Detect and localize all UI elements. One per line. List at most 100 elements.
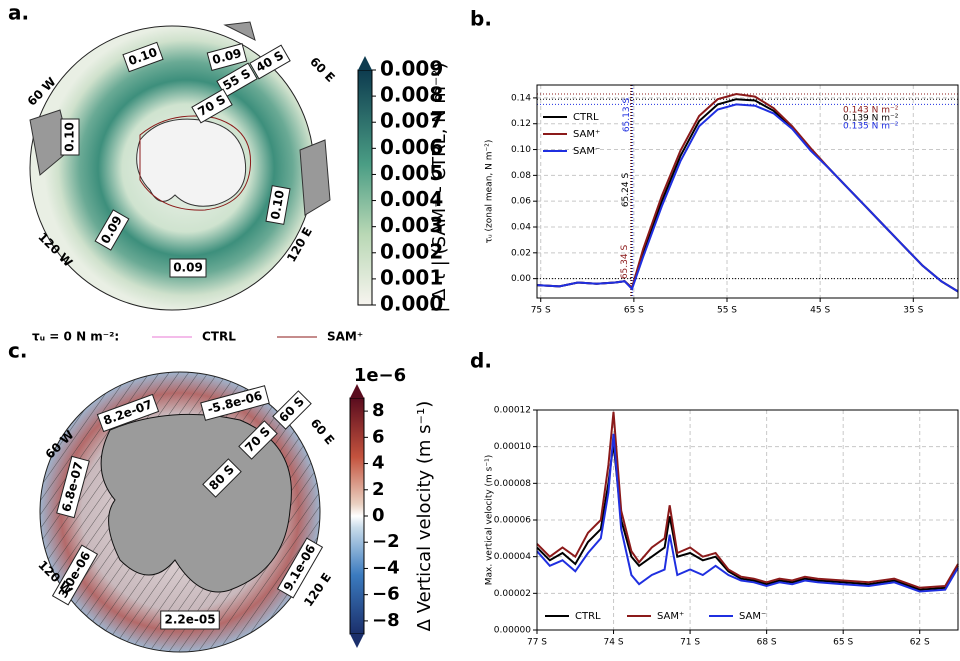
colorbar-tick-label: 0.006 (380, 135, 443, 159)
colorbar-label: Δ Vertical velocity (m s⁻¹) (414, 401, 435, 632)
y-tick-label: 0.06 (511, 197, 531, 207)
series-line (536, 442, 959, 591)
reference-label: 0.135 N m⁻² (843, 122, 899, 132)
legend-label: SAM⁺ (657, 611, 684, 622)
colorbar-tick-label: 0 (372, 505, 385, 526)
y-tick-label: 0.00010 (494, 442, 531, 452)
map-label-text: 2.2e-05 (164, 613, 215, 627)
panel-label: d. (470, 349, 492, 373)
legend-title: τᵤ = 0 N m⁻²: (32, 330, 119, 344)
y-tick-label: 0.14 (511, 93, 531, 103)
label-box (206, 43, 248, 71)
map-label: 60 E (307, 54, 337, 84)
map-label-text: 0.09 (173, 261, 203, 275)
legend-label: SAM⁻ (573, 146, 600, 157)
x-tick-label: 65 S (833, 638, 853, 648)
panel-label: b. (470, 7, 492, 31)
colorbar-tick-label: 0.001 (380, 265, 443, 289)
colorbar-tick-label: −6 (372, 584, 400, 605)
label-box (276, 537, 324, 599)
colorbar-tick-label: 4 (372, 453, 385, 474)
map-label: 0.10 (60, 118, 80, 156)
map-label: 0.10 (122, 41, 164, 73)
colorbar-tick-label: −2 (372, 531, 400, 552)
reference-label: 65.13 S (622, 98, 632, 133)
x-tick-label: 77 S (527, 638, 547, 648)
y-tick-label: 0.10 (511, 145, 531, 155)
series-line (536, 433, 959, 593)
label-box (216, 62, 258, 98)
y-tick-label: 0.12 (511, 119, 531, 129)
label-box (249, 44, 291, 80)
x-tick-label: 45 S (810, 306, 830, 316)
label-box (56, 455, 90, 519)
map-label-text: 0.10 (63, 122, 77, 152)
panel-label: c. (8, 339, 27, 363)
label-box (169, 258, 207, 278)
legend-label: CTRL (573, 112, 599, 123)
axes-frame (536, 409, 959, 631)
colorbar-extend (358, 56, 372, 70)
contour-line (139, 115, 252, 211)
colorbar-tick-label: 0.003 (380, 213, 443, 237)
colorbar-tick-label: −4 (372, 557, 400, 578)
map-label: 0.09 (169, 258, 207, 278)
label-box (200, 385, 270, 421)
label-box (51, 544, 99, 606)
label-box (272, 390, 312, 430)
colorbar-tick-label: 0.007 (380, 109, 443, 133)
legend-label: SAM⁻ (739, 611, 766, 622)
x-tick-label: 75 S (531, 306, 551, 316)
reference-label: 65.34 S (620, 245, 630, 280)
label-box (60, 118, 80, 156)
y-tick-label: 0.00 (511, 274, 531, 284)
x-tick-label: 68 S (757, 638, 777, 648)
legend-label: SAM⁺ (573, 129, 600, 140)
axes-frame (536, 84, 959, 299)
y-tick-label: 0.00008 (494, 479, 531, 489)
y-axis-label: τᵤ (zonal mean, N m⁻²) (485, 140, 495, 244)
x-tick-label: 65 S (624, 306, 644, 316)
series-line (536, 411, 959, 589)
colorbar-extend (350, 384, 364, 398)
label-box (160, 610, 220, 630)
continent (136, 118, 247, 207)
colorbar-label: | Δ τ | (SAM⁺ - CTRL, N m⁻²) (429, 62, 450, 312)
reference-label: 0.139 N m⁻² (843, 114, 899, 124)
map-label: 0.09 (206, 43, 248, 71)
map-label-text: 60 E (308, 416, 337, 447)
x-tick-label: 71 S (680, 638, 700, 648)
label-box (96, 393, 160, 433)
colorbar-offset: 1e−6 (354, 365, 406, 386)
label-box (122, 41, 164, 73)
colorbar-tick-label: 0.009 (380, 57, 443, 81)
label-box (94, 209, 130, 251)
reference-label: 0.143 N m⁻² (843, 106, 899, 116)
label-box (191, 88, 233, 124)
colorbar-tick-label: 0.008 (380, 83, 443, 107)
x-tick-label: 62 S (910, 638, 930, 648)
map-label: 6.8e-07 (56, 455, 90, 519)
colorbar-extend (350, 634, 364, 648)
x-tick-label: 55 S (717, 306, 737, 316)
label-box (202, 458, 242, 498)
y-tick-label: 0.04 (511, 223, 531, 233)
series-line (536, 103, 959, 293)
legend-label: CTRL (202, 330, 236, 344)
reference-label: 65.24 S (621, 173, 631, 208)
legend-label: CTRL (575, 611, 601, 622)
y-axis-label: Max. vertical velocity (m s⁻¹) (485, 455, 495, 585)
map-label: 2.2e-05 (160, 610, 220, 630)
colorbar-tick-label: 8 (372, 400, 385, 421)
colorbar (349, 397, 365, 635)
panel-label: a. (8, 1, 29, 25)
y-tick-label: 0.00012 (494, 406, 531, 416)
map-label-text: 60 E (307, 54, 337, 84)
y-tick-label: 0.00000 (494, 626, 531, 636)
colorbar-tick-label: 0.000 (380, 292, 443, 316)
x-tick-label: 74 S (604, 638, 624, 648)
map-label-text: 0.10 (268, 189, 287, 221)
y-tick-label: 0.00002 (494, 589, 531, 599)
x-tick-label: 35 S (903, 306, 923, 316)
